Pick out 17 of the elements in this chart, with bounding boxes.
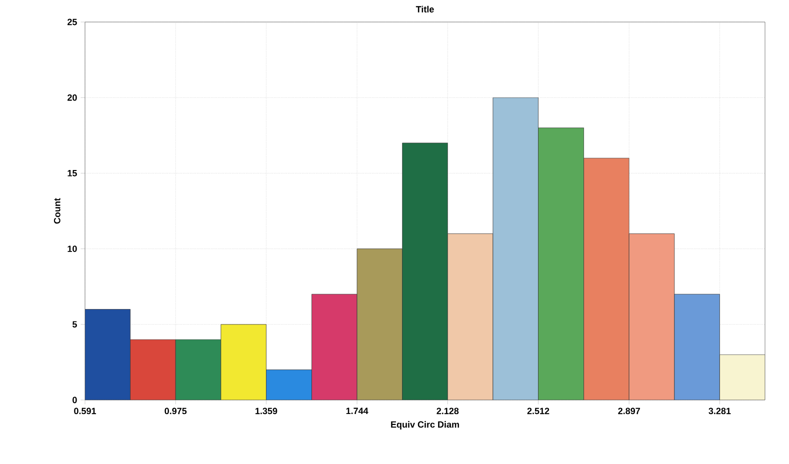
- chart-title: Title: [416, 6, 434, 12]
- x-tick-label: 0.591: [74, 408, 96, 414]
- x-tick-label: 2.897: [618, 408, 640, 414]
- x-tick-label: 1.744: [346, 408, 368, 414]
- y-tick-label: 5: [72, 321, 77, 328]
- x-tick-label: 1.359: [256, 408, 278, 414]
- y-tick-label: 20: [68, 94, 77, 101]
- y-tick-label: 25: [68, 18, 77, 26]
- y-tick-label: 15: [68, 170, 77, 176]
- y-axis-title: Count: [54, 198, 60, 224]
- x-tick-label: 2.128: [436, 408, 459, 414]
- x-axis-title: Equiv Circ Diam: [391, 421, 459, 430]
- x-tick-label: 3.281: [708, 408, 731, 414]
- y-tick-label: 10: [68, 246, 77, 252]
- x-tick-label: 2.512: [527, 408, 550, 414]
- x-tick-label: 0.975: [164, 408, 187, 414]
- y-tick-label: 0: [72, 396, 77, 404]
